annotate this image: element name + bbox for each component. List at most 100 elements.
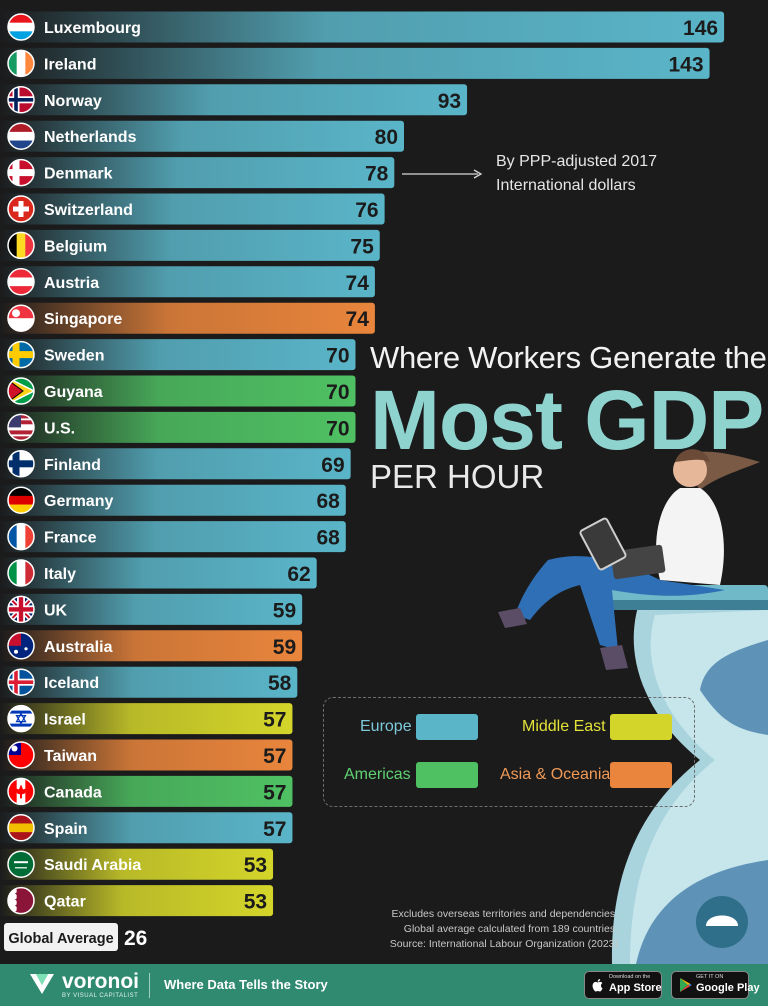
guyana-flag-icon xyxy=(7,377,35,405)
bar-label: Austria xyxy=(44,275,99,292)
bar-value: 57 xyxy=(263,818,286,841)
bar-row-israel: Israel 57 xyxy=(0,703,293,735)
bar-value: 68 xyxy=(316,490,340,513)
bar-label: Germany xyxy=(44,493,113,510)
brand-subtitle: BY VISUAL CAPITALIST xyxy=(62,993,139,999)
title-line-2: Most GDP xyxy=(370,373,764,467)
bar-label: Belgium xyxy=(44,238,107,255)
bar-row-saudi-arabia: Saudi Arabia 53 xyxy=(0,848,274,880)
bar-label: France xyxy=(44,530,97,547)
bar-row-denmark: Denmark 78 xyxy=(0,157,395,189)
bar-value: 80 xyxy=(375,126,398,149)
bar-value: 53 xyxy=(244,854,267,877)
voronoi-logo-icon xyxy=(30,974,54,994)
bar-value: 58 xyxy=(268,672,292,695)
bar-value: 68 xyxy=(316,527,340,550)
unit-note: By PPP-adjusted 2017 International dolla… xyxy=(496,153,657,194)
bar xyxy=(0,47,710,79)
bar-label: Norway xyxy=(44,93,102,110)
bar-row-austria: Austria 74 xyxy=(0,266,375,298)
title-line-1: Where Workers Generate the xyxy=(370,340,767,375)
bar xyxy=(0,484,346,516)
bar-label: Qatar xyxy=(44,894,86,911)
bar-label: Ireland xyxy=(44,56,96,73)
footnote-1: Excludes overseas territories and depend… xyxy=(391,908,618,920)
bar xyxy=(0,812,293,844)
bar-value: 143 xyxy=(669,53,704,76)
legend-swatch-europe xyxy=(416,714,478,740)
apple-icon xyxy=(592,979,603,992)
bar-value: 70 xyxy=(326,345,349,368)
footnote-2: Global average calculated from 189 count… xyxy=(403,923,618,935)
switzerland-flag-icon xyxy=(7,195,35,223)
bar-value: 70 xyxy=(326,417,349,440)
bar-row-singapore: Singapore 74 xyxy=(0,302,375,334)
denmark-flag-icon xyxy=(7,158,35,187)
bar-label: Australia xyxy=(44,639,113,656)
bar-label: Switzerland xyxy=(44,202,133,219)
bar-value: 57 xyxy=(263,709,286,732)
italy-flag-icon xyxy=(7,559,35,587)
bar xyxy=(0,157,395,189)
google-play-label: Google Play xyxy=(696,982,760,994)
bar-value: 74 xyxy=(346,272,370,295)
legend-swatch-americas xyxy=(416,762,478,788)
germany-flag-icon xyxy=(7,486,35,514)
bar-row-australia: Australia 59 xyxy=(0,630,303,662)
bar xyxy=(0,666,298,698)
iceland-flag-icon xyxy=(7,668,35,696)
ireland-flag-icon xyxy=(7,49,35,78)
netherlands-flag-icon xyxy=(7,122,35,150)
bar-row-taiwan: Taiwan 57 xyxy=(0,739,293,771)
france-flag-icon xyxy=(7,522,35,551)
bar-row-france: France 68 xyxy=(0,521,346,553)
bar-row-germany: Germany 68 xyxy=(0,484,346,516)
australia-flag-icon xyxy=(7,632,35,660)
app-store-button[interactable]: Download on the App Store xyxy=(584,971,662,999)
bar-label: Israel xyxy=(44,712,86,729)
bar-row-sweden: Sweden 70 xyxy=(0,339,356,371)
bar-label: Sweden xyxy=(44,348,104,365)
google-play-button[interactable]: GET IT ON Google Play xyxy=(671,971,760,999)
bar-row-canada: Canada 57 xyxy=(0,775,293,807)
global-average-box xyxy=(4,923,118,951)
bar-row-uk: UK 59 xyxy=(0,593,303,625)
bar-label: Italy xyxy=(44,566,76,583)
bar xyxy=(0,229,380,261)
bar-label: Finland xyxy=(44,457,101,474)
bar xyxy=(0,411,356,443)
bar-value: 59 xyxy=(273,636,296,659)
bar-label: Netherlands xyxy=(44,129,137,146)
footer-divider xyxy=(149,973,150,998)
bar-value: 93 xyxy=(438,90,461,113)
global-average-value: 26 xyxy=(124,927,147,950)
hourglass-illustration xyxy=(600,585,768,964)
us-flag-icon xyxy=(7,413,35,442)
bar-label: Denmark xyxy=(44,166,113,183)
global-average-row: Global Average 26 xyxy=(4,923,147,951)
sweden-flag-icon xyxy=(7,340,35,369)
bar-value: 53 xyxy=(244,891,267,914)
unit-arrow xyxy=(402,169,483,179)
bar xyxy=(0,630,303,662)
bar-label: UK xyxy=(44,602,68,619)
bar xyxy=(0,848,274,880)
legend-label-europe: Europe xyxy=(360,718,412,735)
legend-label-americas: Americas xyxy=(344,766,411,783)
saudi-arabia-flag-icon xyxy=(7,850,35,878)
bar-row-spain: Spain 57 xyxy=(0,812,293,844)
luxembourg-flag-icon xyxy=(7,13,35,41)
bar-value: 75 xyxy=(350,235,374,258)
bar xyxy=(0,703,293,735)
bar xyxy=(0,302,375,334)
tagline: Where Data Tells the Story xyxy=(164,977,328,992)
app-store-top-label: Download on the xyxy=(609,974,651,980)
bar-row-ireland: Ireland 143 xyxy=(0,47,710,79)
uk-flag-icon xyxy=(7,595,35,624)
bar-value: 146 xyxy=(683,17,718,40)
bar xyxy=(0,375,356,407)
bar-value: 74 xyxy=(346,308,370,331)
bar xyxy=(0,593,303,625)
bar-row-switzerland: Switzerland 76 xyxy=(0,193,385,225)
